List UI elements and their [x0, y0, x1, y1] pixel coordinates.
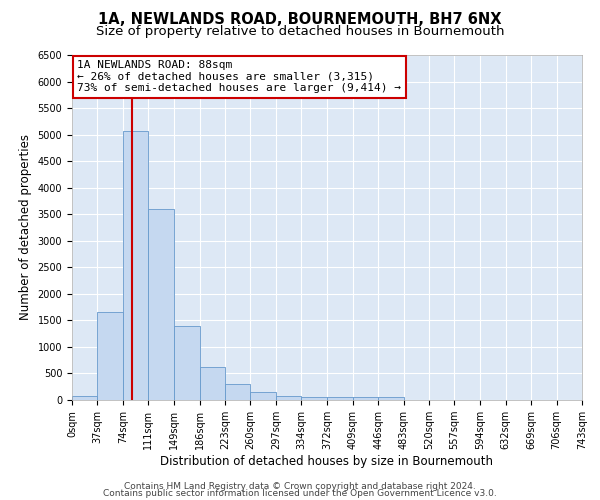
Bar — [225, 384, 250, 400]
Bar — [72, 396, 97, 400]
X-axis label: Distribution of detached houses by size in Bournemouth: Distribution of detached houses by size … — [161, 455, 493, 468]
Text: Contains HM Land Registry data © Crown copyright and database right 2024.: Contains HM Land Registry data © Crown c… — [124, 482, 476, 491]
Text: Contains public sector information licensed under the Open Government Licence v3: Contains public sector information licen… — [103, 488, 497, 498]
Bar — [328, 398, 353, 400]
Bar — [301, 398, 326, 400]
Bar — [123, 130, 148, 400]
Bar — [276, 396, 301, 400]
Bar — [97, 312, 123, 400]
Bar — [378, 398, 404, 400]
Bar — [250, 392, 276, 400]
Bar — [200, 367, 225, 400]
Bar — [174, 326, 200, 400]
Text: 1A NEWLANDS ROAD: 88sqm
← 26% of detached houses are smaller (3,315)
73% of semi: 1A NEWLANDS ROAD: 88sqm ← 26% of detache… — [77, 60, 401, 94]
Bar — [148, 209, 173, 400]
Text: 1A, NEWLANDS ROAD, BOURNEMOUTH, BH7 6NX: 1A, NEWLANDS ROAD, BOURNEMOUTH, BH7 6NX — [98, 12, 502, 28]
Y-axis label: Number of detached properties: Number of detached properties — [19, 134, 32, 320]
Text: Size of property relative to detached houses in Bournemouth: Size of property relative to detached ho… — [96, 24, 504, 38]
Bar — [353, 398, 378, 400]
